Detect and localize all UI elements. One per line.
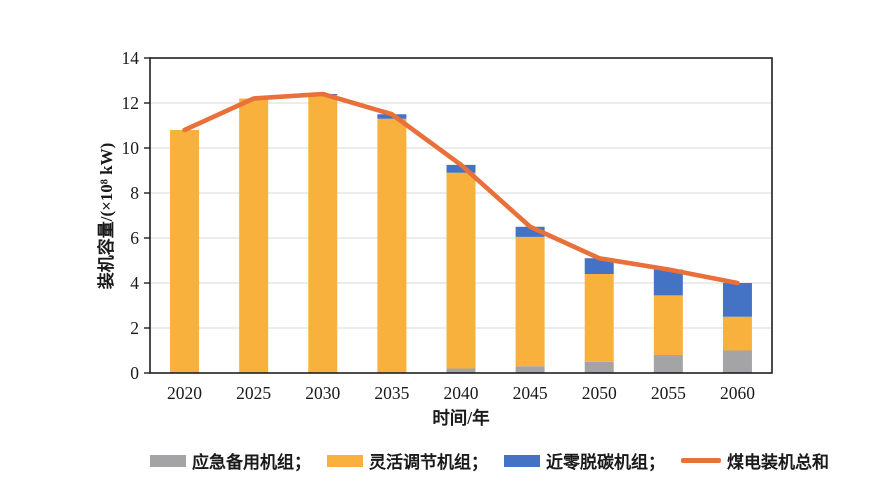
x-tick-label: 2045 [513, 383, 548, 403]
bar-segment [239, 98, 269, 373]
x-tick-label: 2055 [651, 383, 686, 403]
bar-segment [722, 350, 752, 373]
bar-segment [308, 95, 338, 373]
emergency-backup-swatch-icon [150, 454, 186, 467]
bar-segment [446, 368, 476, 373]
x-tick-label: 2050 [582, 383, 617, 403]
x-tick-label: 2040 [444, 383, 479, 403]
chart-legend: 应急备用机组； 灵活调节机组； 近零脱碳机组； 煤电装机总和 [150, 448, 829, 473]
bar-segment [653, 355, 683, 373]
y-tick-label: 6 [130, 228, 139, 248]
bar-segment [515, 226, 545, 237]
legend-label: 近零脱碳机组； [546, 453, 665, 472]
legend-item-near-zero-decarbon: 近零脱碳机组； [504, 448, 665, 473]
y-tick-label: 8 [130, 183, 139, 203]
bar-segment [722, 316, 752, 351]
y-tick-label: 0 [130, 363, 139, 383]
bar-segment [722, 283, 752, 317]
bar-segment [446, 172, 476, 369]
legend-label: 煤电装机总和 [727, 453, 829, 472]
plot-frame [149, 57, 773, 374]
y-tick-label: 14 [122, 48, 140, 68]
legend-item-coal-total: 煤电装机总和 [681, 448, 829, 473]
legend-item-flexible-regulation: 灵活调节机组； [327, 448, 488, 473]
y-tick-label: 12 [122, 93, 140, 113]
bar-segment [515, 236, 545, 367]
y-axis-title: 装机容量/(×10⁸ kW) [96, 143, 116, 291]
x-axis-title: 时间/年 [432, 408, 490, 428]
flexible-regulation-swatch-icon [327, 454, 363, 467]
bar-segment [170, 130, 200, 373]
chart-svg: 0 2 4 6 8 10 12 14 2020 2025 2030 2035 2040 2045 2050 2… [96, 48, 773, 428]
bar-segment [584, 274, 614, 362]
bar-segment [446, 164, 476, 173]
y-tick-label: 4 [130, 273, 139, 293]
legend-item-emergency-backup: 应急备用机组； [150, 448, 311, 473]
legend-label: 应急备用机组； [192, 453, 311, 472]
bar-segment [377, 118, 407, 373]
x-tick-label: 2020 [167, 383, 202, 403]
x-tick-label: 2035 [374, 383, 409, 403]
legend-label: 灵活调节机组； [369, 453, 488, 472]
y-tick-label: 10 [122, 138, 140, 158]
bar-segment [653, 295, 683, 355]
coal-total-line [182, 91, 740, 286]
near-zero-decarbon-swatch-icon [504, 454, 540, 467]
bar-segment [515, 366, 545, 373]
x-tick-label: 2030 [305, 383, 340, 403]
bar-segment [653, 269, 683, 296]
coal-total-line-swatch-icon [681, 458, 721, 463]
y-tick-label: 2 [130, 318, 139, 338]
x-tick-label: 2025 [236, 383, 271, 403]
bar-segment [584, 361, 614, 373]
x-tick-label: 2060 [720, 383, 755, 403]
bar-segment [584, 258, 614, 274]
